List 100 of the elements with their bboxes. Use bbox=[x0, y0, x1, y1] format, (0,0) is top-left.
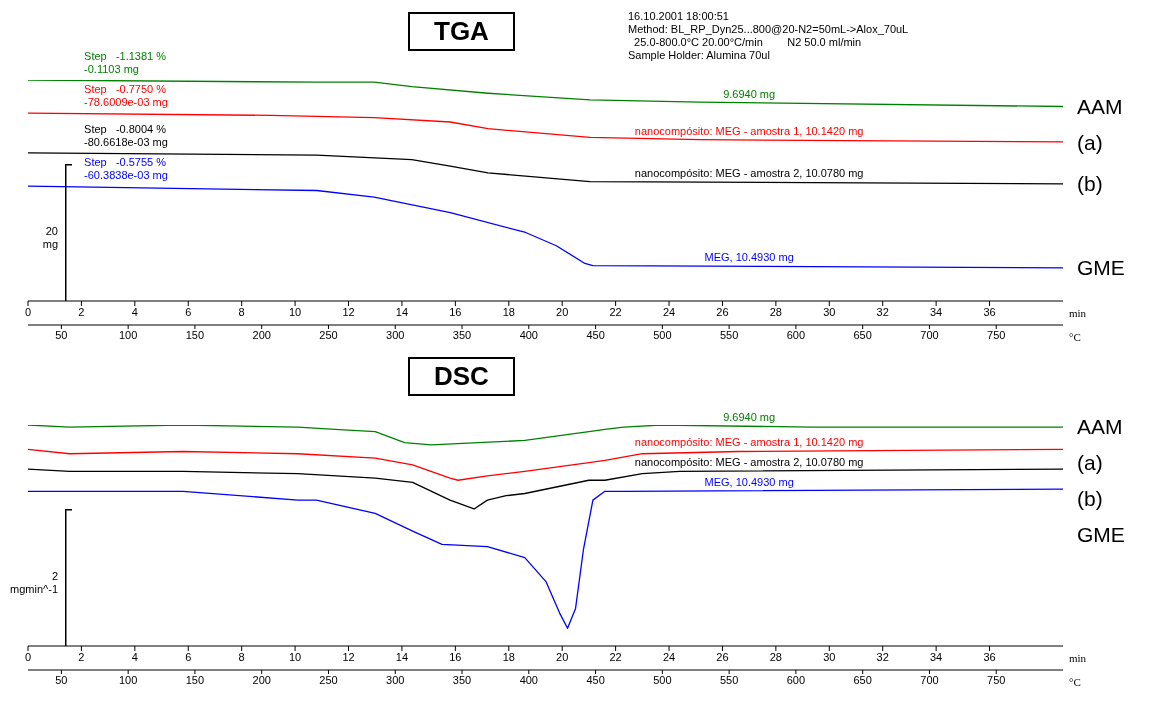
series-label: nanocompósito: MEG - amostra 2, 10.0780 mg bbox=[634, 167, 864, 180]
series-label: nanocompósito: MEG - amostra 1, 10.1420 mg bbox=[634, 124, 864, 137]
x2-tick-label: 650 bbox=[853, 673, 872, 686]
x-tick-label: 10 bbox=[288, 650, 302, 663]
chart-title: TGA bbox=[408, 12, 515, 51]
x-tick-label: 30 bbox=[823, 305, 836, 318]
x2-tick-label: 200 bbox=[252, 328, 271, 341]
text: (a) bbox=[1077, 130, 1103, 154]
text: (a) bbox=[1077, 451, 1103, 475]
annotation: 2 mgmin^-1 bbox=[10, 569, 58, 595]
series-label: MEG, 10.4930 mg bbox=[704, 251, 794, 264]
x-tick-label: 14 bbox=[395, 650, 409, 663]
x-tick-label: 18 bbox=[502, 305, 515, 318]
x2-tick-label: 600 bbox=[786, 673, 806, 686]
text: 16.10.2001 18:00:51 bbox=[628, 10, 730, 23]
series-label: nanocompósito: MEG - amostra 1, 10.1420 mg bbox=[634, 436, 864, 449]
x-tick-label: 20 bbox=[556, 650, 569, 663]
x2-axis-title: °C bbox=[1069, 330, 1081, 343]
series-label: 9.6940 mg bbox=[723, 411, 776, 424]
x2-tick-label: 400 bbox=[519, 673, 538, 686]
annotation: 20 mg bbox=[42, 224, 58, 250]
x-tick-label: 0 bbox=[24, 650, 32, 663]
x-axis-title: min bbox=[1069, 651, 1087, 664]
x-tick-label: 18 bbox=[502, 650, 515, 663]
x-tick-label: 28 bbox=[769, 650, 782, 663]
x2-tick-label: 550 bbox=[719, 673, 739, 686]
x2-tick-label: 50 bbox=[55, 328, 68, 341]
x2-tick-label: 350 bbox=[452, 328, 472, 341]
text: GME bbox=[1077, 523, 1125, 547]
x-tick-label: 16 bbox=[449, 305, 462, 318]
series-label: MEG, 10.4930 mg bbox=[704, 475, 794, 488]
x-tick-label: 16 bbox=[449, 650, 462, 663]
x2-tick-label: 250 bbox=[319, 328, 338, 341]
x-tick-label: 34 bbox=[930, 650, 943, 663]
x-tick-label: 0 bbox=[24, 305, 32, 318]
x2-tick-label: 600 bbox=[786, 328, 806, 341]
text: (b) bbox=[1077, 171, 1103, 195]
x-tick-label: 14 bbox=[395, 305, 409, 318]
annotation: Step -0.8004 % -80.6618e-03 mg bbox=[84, 122, 168, 149]
x-tick-label: 6 bbox=[185, 650, 192, 663]
x2-tick-label: 300 bbox=[386, 673, 405, 686]
x-tick-label: 10 bbox=[288, 305, 302, 318]
x2-tick-label: 150 bbox=[185, 328, 205, 341]
x-tick-label: 2 bbox=[78, 650, 85, 663]
x-tick-label: 24 bbox=[662, 650, 676, 663]
x2-tick-label: 700 bbox=[920, 328, 939, 341]
x-tick-label: 6 bbox=[185, 305, 192, 318]
x2-tick-label: 650 bbox=[853, 328, 872, 341]
x-tick-label: 12 bbox=[342, 650, 355, 663]
text: 25.0-800.0°C 20.00°C/min N2 50.0 ml/min bbox=[633, 36, 863, 49]
x2-tick-label: 450 bbox=[586, 673, 605, 686]
x2-axis-title: °C bbox=[1069, 675, 1081, 688]
x-tick-label: 12 bbox=[342, 305, 355, 318]
x2-tick-label: 700 bbox=[920, 673, 939, 686]
x-tick-label: 34 bbox=[930, 305, 943, 318]
x2-tick-label: 750 bbox=[987, 673, 1006, 686]
x-axis-title: min bbox=[1069, 306, 1087, 319]
x2-tick-label: 550 bbox=[719, 328, 739, 341]
x-tick-label: 4 bbox=[131, 650, 138, 663]
x-tick-label: 2 bbox=[78, 305, 85, 318]
x2-tick-label: 150 bbox=[185, 673, 205, 686]
x-tick-label: 36 bbox=[983, 650, 996, 663]
x-tick-label: 32 bbox=[876, 650, 889, 663]
x2-tick-label: 500 bbox=[653, 328, 672, 341]
x2-tick-label: 200 bbox=[252, 673, 271, 686]
x-tick-label: 32 bbox=[876, 305, 889, 318]
text: GME bbox=[1077, 255, 1125, 279]
x2-tick-label: 300 bbox=[386, 328, 405, 341]
text: (b) bbox=[1077, 487, 1103, 511]
text: Method: BL_RP_Dyn25...800@20-N2=50mL->Alox_70uL bbox=[628, 23, 909, 36]
x-tick-label: 26 bbox=[716, 650, 729, 663]
x-tick-label: 20 bbox=[556, 305, 569, 318]
x-tick-label: 22 bbox=[609, 650, 622, 663]
chart-title: DSC bbox=[408, 357, 515, 396]
text: AAM bbox=[1077, 415, 1123, 439]
x2-tick-label: 100 bbox=[118, 328, 138, 341]
x-tick-label: 4 bbox=[131, 305, 138, 318]
series-label: nanocompósito: MEG - amostra 2, 10.0780 mg bbox=[634, 456, 864, 469]
annotation: Step -0.5755 % -60.3838e-03 mg bbox=[84, 156, 168, 182]
x-tick-label: 30 bbox=[823, 650, 836, 663]
x2-tick-label: 750 bbox=[987, 328, 1006, 341]
x-tick-label: 8 bbox=[238, 650, 245, 663]
x-tick-label: 22 bbox=[609, 305, 622, 318]
x-tick-label: 24 bbox=[662, 305, 676, 318]
x2-tick-label: 100 bbox=[118, 673, 138, 686]
x-tick-label: 36 bbox=[983, 305, 996, 318]
series-label: 9.6940 mg bbox=[723, 87, 776, 100]
x2-tick-label: 450 bbox=[586, 328, 605, 341]
x2-tick-label: 400 bbox=[519, 328, 538, 341]
text: Sample Holder: Alumina 70ul bbox=[628, 49, 771, 62]
x-tick-label: 8 bbox=[238, 305, 245, 318]
x-tick-label: 28 bbox=[769, 305, 782, 318]
annotation: Step -0.7750 % -78.6009e-03 mg bbox=[84, 83, 168, 109]
text: Step -1.1381 % -0.1103 mg bbox=[84, 50, 167, 76]
text: AAM bbox=[1077, 94, 1123, 118]
x-tick-label: 26 bbox=[716, 305, 729, 318]
x2-tick-label: 500 bbox=[653, 673, 672, 686]
x2-tick-label: 50 bbox=[55, 673, 68, 686]
x2-tick-label: 350 bbox=[452, 673, 472, 686]
x2-tick-label: 250 bbox=[319, 673, 338, 686]
